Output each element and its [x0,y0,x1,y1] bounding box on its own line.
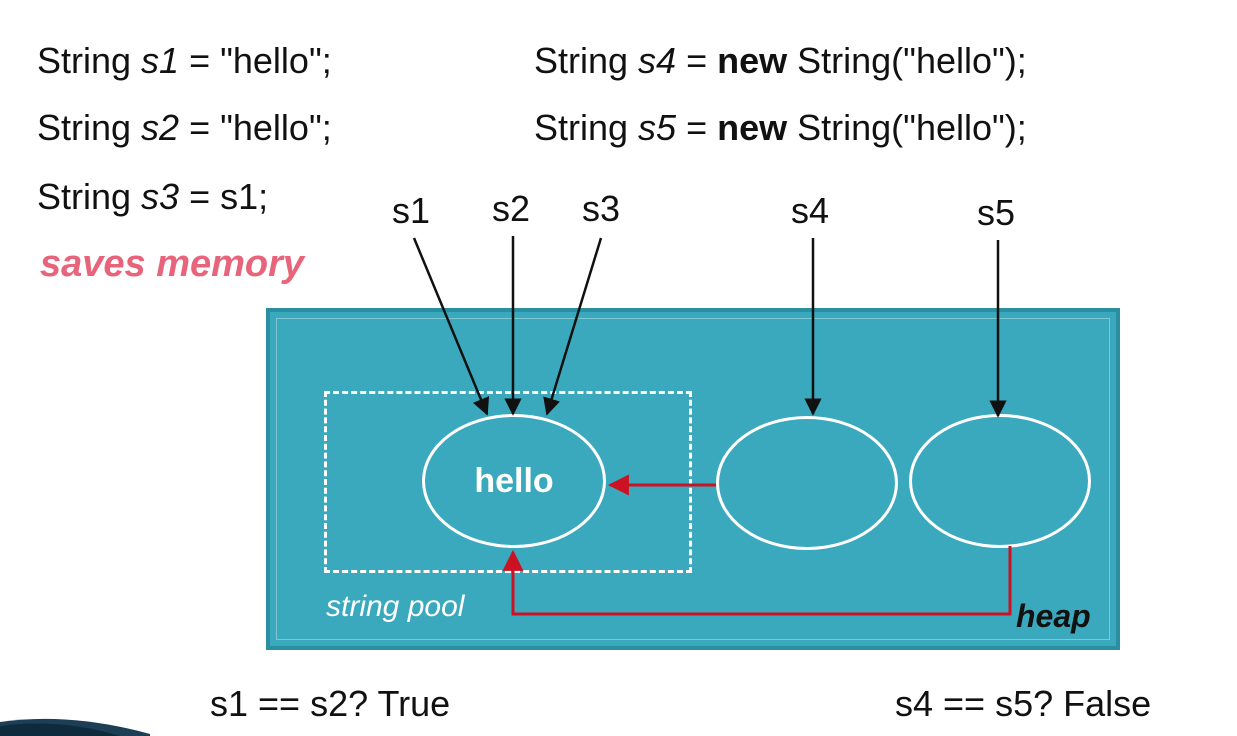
string-pool-box [324,391,692,573]
ref-label-s5: s5 [976,192,1016,233]
code-keyword: new [717,107,788,148]
code-var: s4 [638,40,677,81]
saves-memory-note: saves memory [40,243,305,285]
slide-corner-swoosh [0,718,150,736]
arrow-s1 [412,237,490,416]
code-value: String("hello"); [787,107,1027,148]
code-type: String [37,40,142,81]
heap-label: heap [1016,598,1091,634]
ref-label-s1: s1 [391,190,431,231]
code-line-s3: String s3 = s1; [37,176,268,218]
code-var: s5 [638,107,677,148]
code-type: String [37,107,142,148]
arrow-s5-to-pool [502,546,1012,616]
ref-label-s2: s2 [491,188,531,229]
heap-object-s4 [716,416,898,550]
code-line-s4: String s4 = new String("hello"); [534,40,1027,82]
code-line-s1: String s1 = "hello"; [37,40,332,82]
code-var: s1 [141,40,180,81]
code-assign: = [676,107,718,148]
code-line-s5: String s5 = new String("hello"); [534,107,1027,149]
ref-label-s4: s4 [790,190,830,231]
pooled-string-text: hello [474,461,554,500]
string-pool-label: string pool [326,590,465,623]
ref-label-s3: s3 [581,188,621,229]
code-keyword: new [717,40,788,81]
code-line-s2: String s2 = "hello"; [37,107,332,149]
code-var: s3 [141,176,180,217]
code-type: String [534,107,639,148]
code-type: String [37,176,142,217]
result-s1-s2: s1 == s2? True [210,683,451,724]
code-assign: = [676,40,718,81]
code-value: String("hello"); [787,40,1027,81]
code-value: = "hello"; [179,107,332,148]
result-s4-s5: s4 == s5? False [895,683,1152,724]
code-value: = s1; [179,176,269,217]
code-var: s2 [141,107,180,148]
code-value: = "hello"; [179,40,332,81]
code-type: String [534,40,639,81]
arrow-s3 [543,237,603,416]
